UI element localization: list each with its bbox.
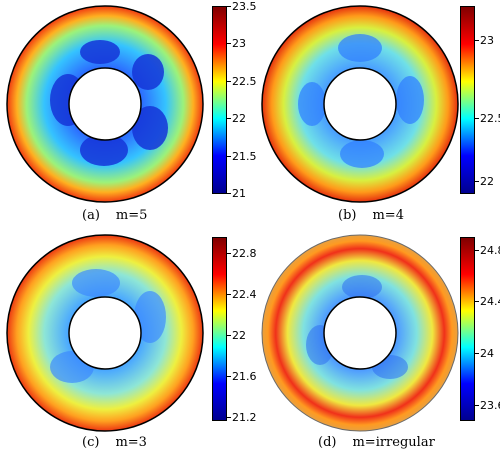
annulus-plot-c <box>6 234 204 432</box>
annulus-plot-b <box>261 5 459 203</box>
colorbar-tick-a-4: 21.5 <box>232 150 257 163</box>
panel-a: 23.5 23 22.5 22 21.5 21 (a) m=5 <box>0 0 257 227</box>
colorbar-c <box>212 237 227 421</box>
colorbar-tick-c-0: 22.8 <box>232 247 257 260</box>
caption-c: (c) m=3 <box>82 435 147 450</box>
caption-text-d: m=irregular <box>352 435 435 450</box>
colorbar-tick-b-1: 22.5 <box>480 112 500 125</box>
panel-d: 24.8 24.4 24 23.6 (d) m=irregular <box>250 227 500 454</box>
caption-b: (b) m=4 <box>338 208 404 223</box>
caption-text-b: m=4 <box>372 208 404 223</box>
caption-text-c: m=3 <box>115 435 147 450</box>
colorbar-tick-a-5: 21 <box>232 187 246 200</box>
colorbar-tick-c-3: 21.6 <box>232 370 257 383</box>
colorbar-tick-c-2: 22 <box>232 329 246 342</box>
caption-label-b: (b) <box>338 208 357 223</box>
caption-label-a: (a) <box>82 208 100 223</box>
colorbar-tick-d-1: 24.4 <box>480 295 500 308</box>
colorbar-tick-a-1: 23 <box>232 37 246 50</box>
colorbar-b <box>460 6 475 194</box>
colorbar-tick-c-1: 22.4 <box>232 288 257 301</box>
colorbar-tick-b-0: 23 <box>480 34 494 47</box>
caption-a: (a) m=5 <box>82 208 147 223</box>
panel-b: 23 22.5 22 (b) m=4 <box>250 0 500 227</box>
colorbar-tick-a-3: 22 <box>232 112 246 125</box>
colorbar-d <box>460 237 475 421</box>
caption-d: (d) m=irregular <box>318 435 435 450</box>
colorbar-tick-b-2: 22 <box>480 175 494 188</box>
panel-c: 22.8 22.4 22 21.6 21.2 (c) m=3 <box>0 227 257 454</box>
colorbar-tick-c-4: 21.2 <box>232 411 257 424</box>
annulus-plot-a <box>6 5 204 203</box>
colorbar-tick-d-2: 24 <box>480 347 494 360</box>
colorbar-tick-a-0: 23.5 <box>232 0 257 13</box>
caption-label-c: (c) <box>82 435 100 450</box>
colorbar-tick-d-0: 24.8 <box>480 244 500 257</box>
colorbar-a <box>212 6 227 194</box>
colorbar-tick-d-3: 23.6 <box>480 399 500 412</box>
caption-text-a: m=5 <box>115 208 148 223</box>
annulus-plot-d <box>261 234 459 432</box>
caption-label-d: (d) <box>318 435 337 450</box>
colorbar-tick-a-2: 22.5 <box>232 75 257 88</box>
